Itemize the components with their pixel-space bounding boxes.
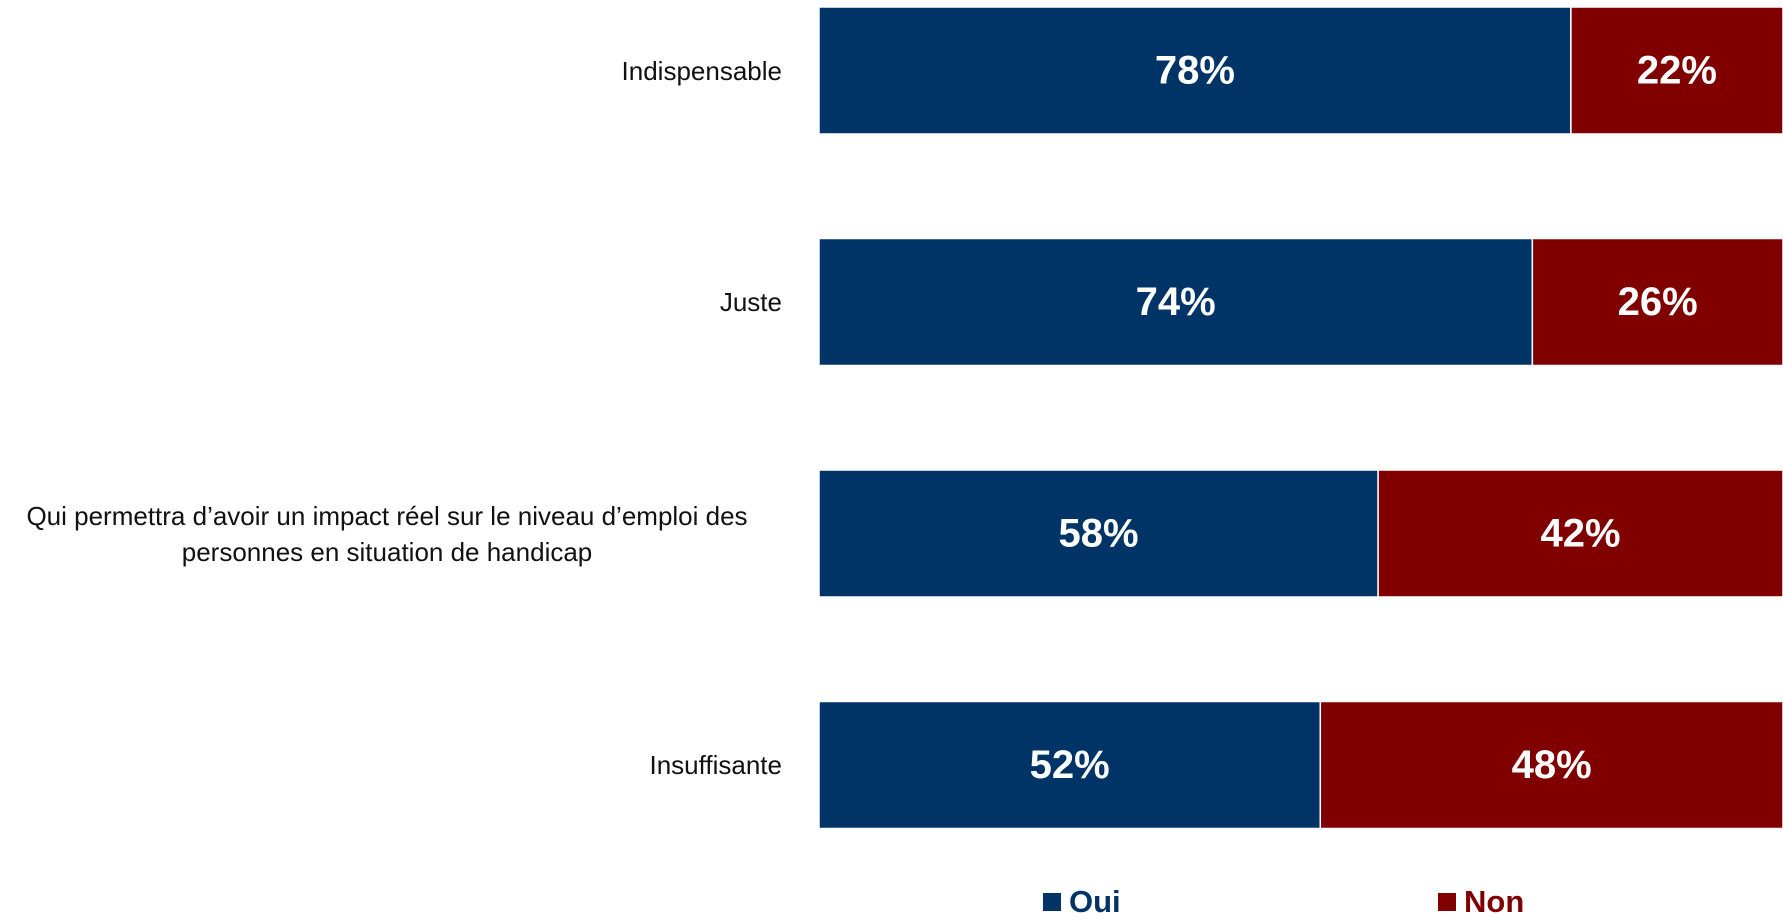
data-label-non-1: 22% bbox=[1637, 49, 1717, 93]
category-label: Qui permettra d’avoir un impact réel sur… bbox=[0, 470, 782, 597]
bars-group: 78% 22% 74% 26% 58% 42% 52% 48% bbox=[818, 6, 1783, 830]
bar-oui-2 bbox=[818, 237, 1534, 367]
data-label-non-4: 48% bbox=[1512, 743, 1592, 787]
category-label-text: Qui permettra d’avoir un impact réel sur… bbox=[26, 500, 748, 567]
category-label: Insuffisante bbox=[0, 702, 782, 829]
category-label: Indispensable bbox=[0, 7, 782, 134]
category-label-text: Indispensable bbox=[621, 55, 782, 86]
data-label-oui-4: 52% bbox=[1030, 743, 1110, 787]
data-label-oui-3: 58% bbox=[1059, 512, 1139, 556]
category-label: Juste bbox=[0, 239, 782, 366]
legend-non: Non bbox=[1438, 884, 1524, 920]
bar-non-3 bbox=[1377, 469, 1783, 598]
data-label-non-3: 42% bbox=[1541, 512, 1621, 556]
category-label-text: Juste bbox=[719, 287, 782, 317]
data-label-non-2: 26% bbox=[1618, 280, 1698, 324]
bar-oui-3 bbox=[818, 469, 1379, 598]
legend-non-label: Non bbox=[1464, 884, 1525, 919]
legend-oui-swatch bbox=[1043, 893, 1061, 911]
category-label-text: Insuffisante bbox=[649, 750, 782, 780]
bar-oui-4 bbox=[818, 700, 1322, 830]
bar-non-4 bbox=[1319, 700, 1783, 830]
bar-oui-1 bbox=[818, 6, 1572, 135]
legend-non-swatch bbox=[1438, 893, 1456, 911]
legend-oui-label: Oui bbox=[1069, 884, 1121, 919]
legend-oui: Oui bbox=[1043, 884, 1121, 920]
bar-non-1 bbox=[1570, 6, 1783, 135]
data-label-oui-1: 78% bbox=[1155, 49, 1235, 93]
bar-non-2 bbox=[1531, 237, 1783, 367]
data-label-oui-2: 74% bbox=[1136, 280, 1216, 324]
